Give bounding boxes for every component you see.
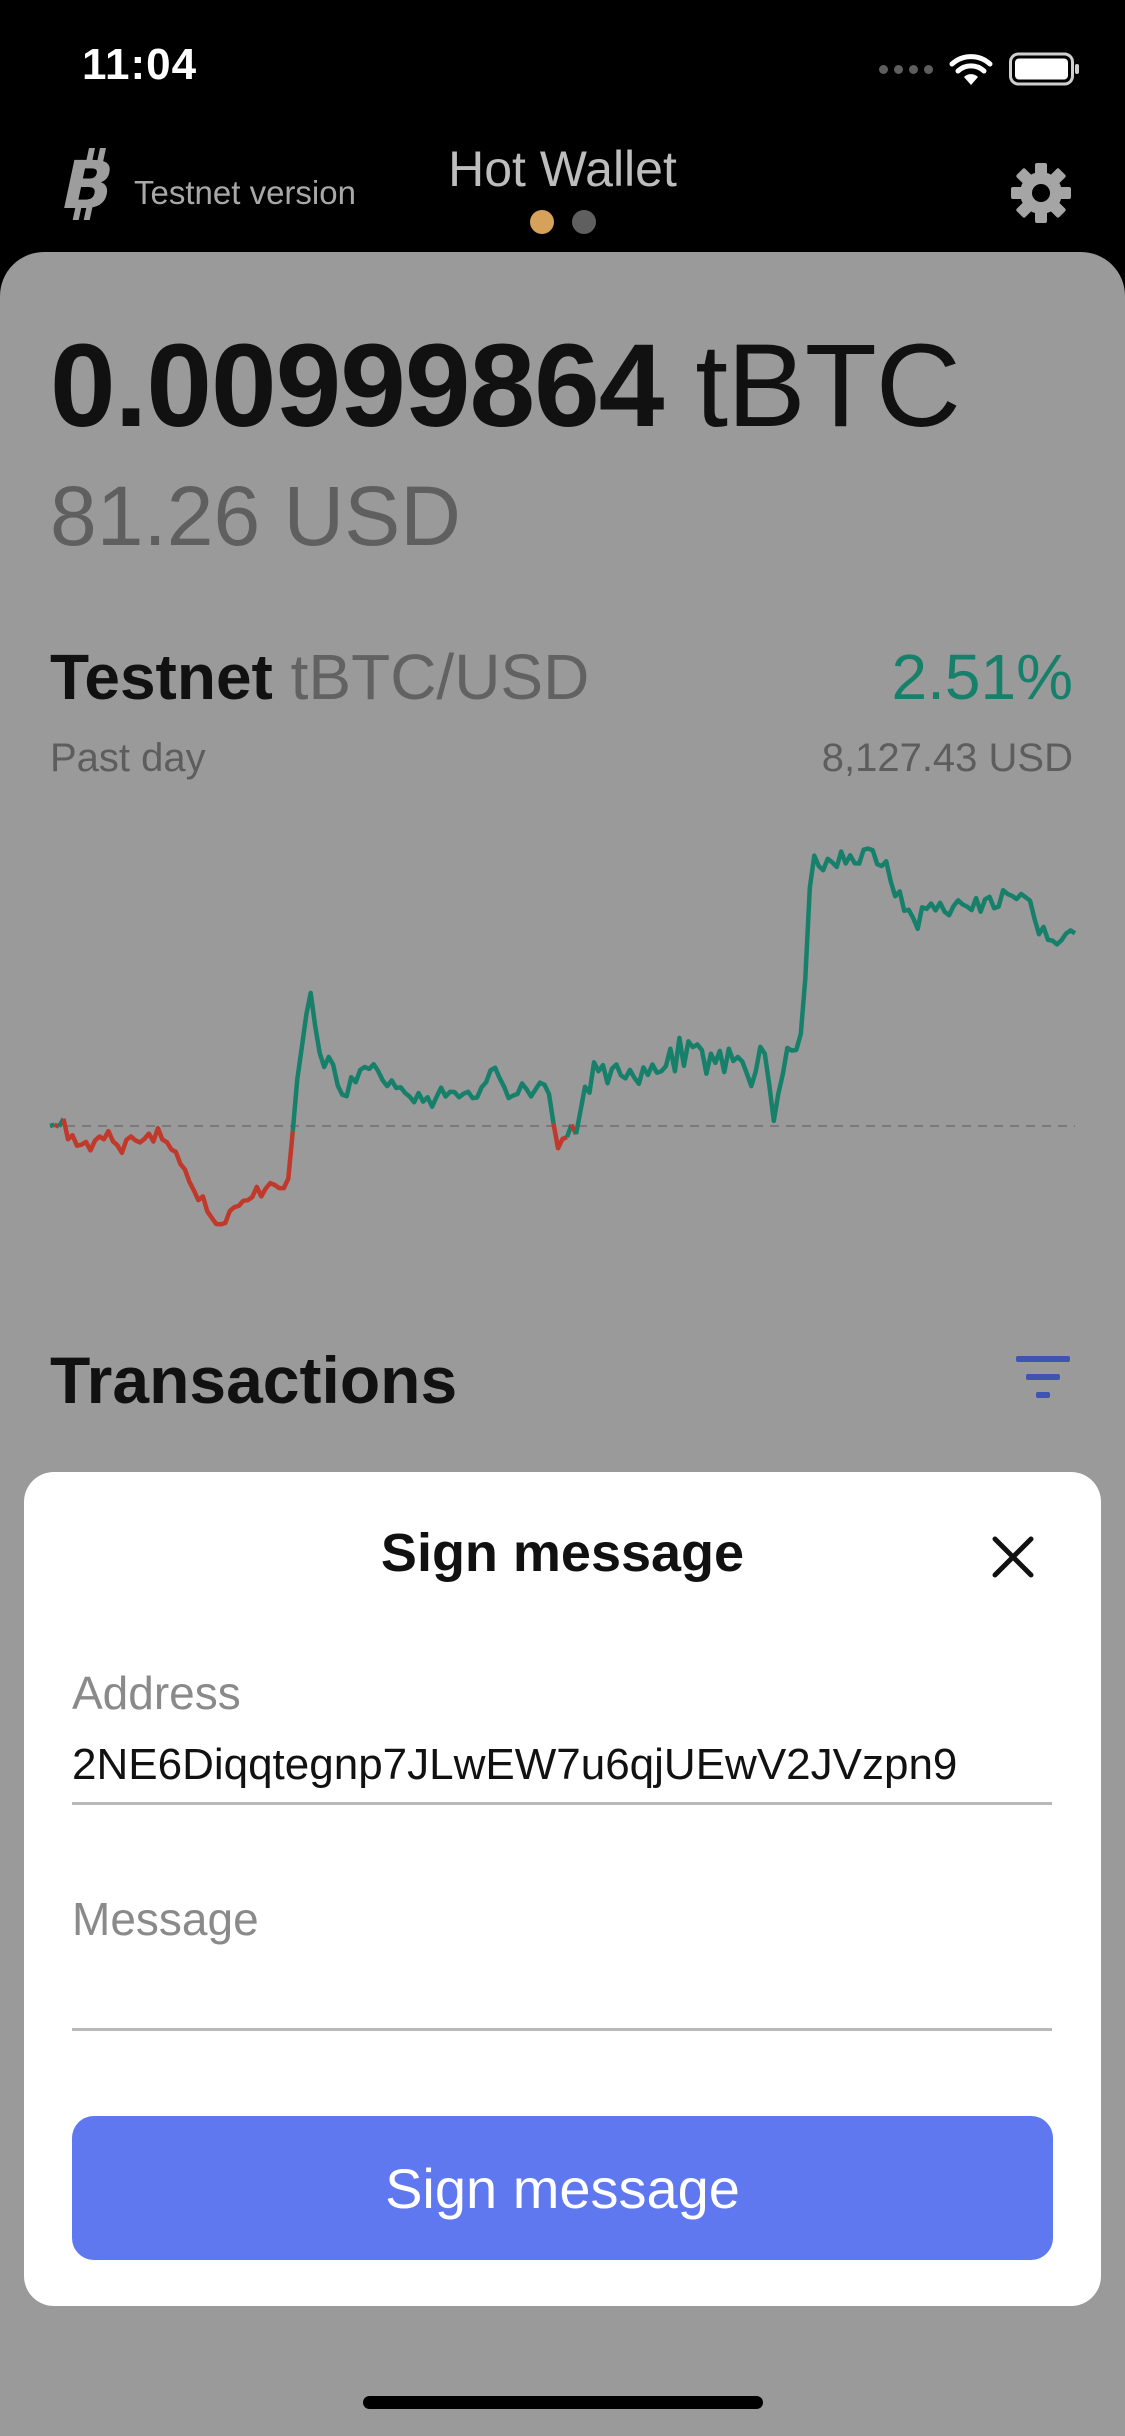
price-line-segment (573, 846, 1077, 1135)
current-price: 8,127.43 USD (821, 736, 1073, 780)
network-label: Testnet version (134, 174, 356, 211)
wallet-title[interactable]: Hot Wallet (448, 141, 677, 197)
battery-icon (1009, 52, 1079, 86)
price-line-segment (290, 990, 556, 1131)
close-icon[interactable] (988, 1532, 1038, 1582)
market-network: Testnet (50, 641, 273, 713)
cellular-signal-icon (879, 64, 933, 74)
message-label: Message (72, 1893, 259, 1945)
status-time: 11:04 (82, 40, 198, 89)
wifi-icon (949, 54, 993, 85)
gear-icon[interactable] (1010, 162, 1072, 224)
transactions-title: Transactions (50, 1343, 458, 1417)
market-symbol: tBTC/USD (290, 641, 590, 713)
market-pair: Testnet tBTC/USD (50, 640, 589, 714)
wallet-page-indicator[interactable] (530, 210, 596, 234)
fiat-balance: 81.26 USD (50, 469, 461, 563)
balance-amount: 0.00999864 (50, 320, 664, 452)
sign-message-dialog: Sign message Address Message Sign messag… (24, 1472, 1101, 2306)
address-field[interactable] (72, 1740, 1052, 1805)
bitcoin-icon[interactable]: B (58, 148, 118, 220)
balance-unit: tBTC (695, 320, 961, 452)
balance: 0.00999864 tBTC (50, 318, 961, 454)
sign-message-button[interactable]: Sign message (72, 2116, 1053, 2260)
page-dot-active[interactable] (530, 210, 554, 234)
price-line-segment (551, 1123, 568, 1151)
dialog-title: Sign message (380, 1523, 745, 1583)
price-line-segment (61, 1118, 296, 1227)
address-label: Address (72, 1667, 241, 1719)
page-dot-inactive[interactable] (572, 210, 596, 234)
price-line-segment (49, 1122, 56, 1129)
price-change: 2.51% (891, 641, 1073, 713)
home-indicator[interactable] (363, 2396, 763, 2409)
status-indicators (879, 52, 1081, 86)
message-field[interactable] (72, 1966, 1052, 2031)
chart-period: Past day (50, 736, 206, 780)
price-line-segment (53, 1122, 60, 1129)
price-chart[interactable] (0, 800, 1125, 1250)
filter-icon[interactable] (1014, 1354, 1072, 1400)
